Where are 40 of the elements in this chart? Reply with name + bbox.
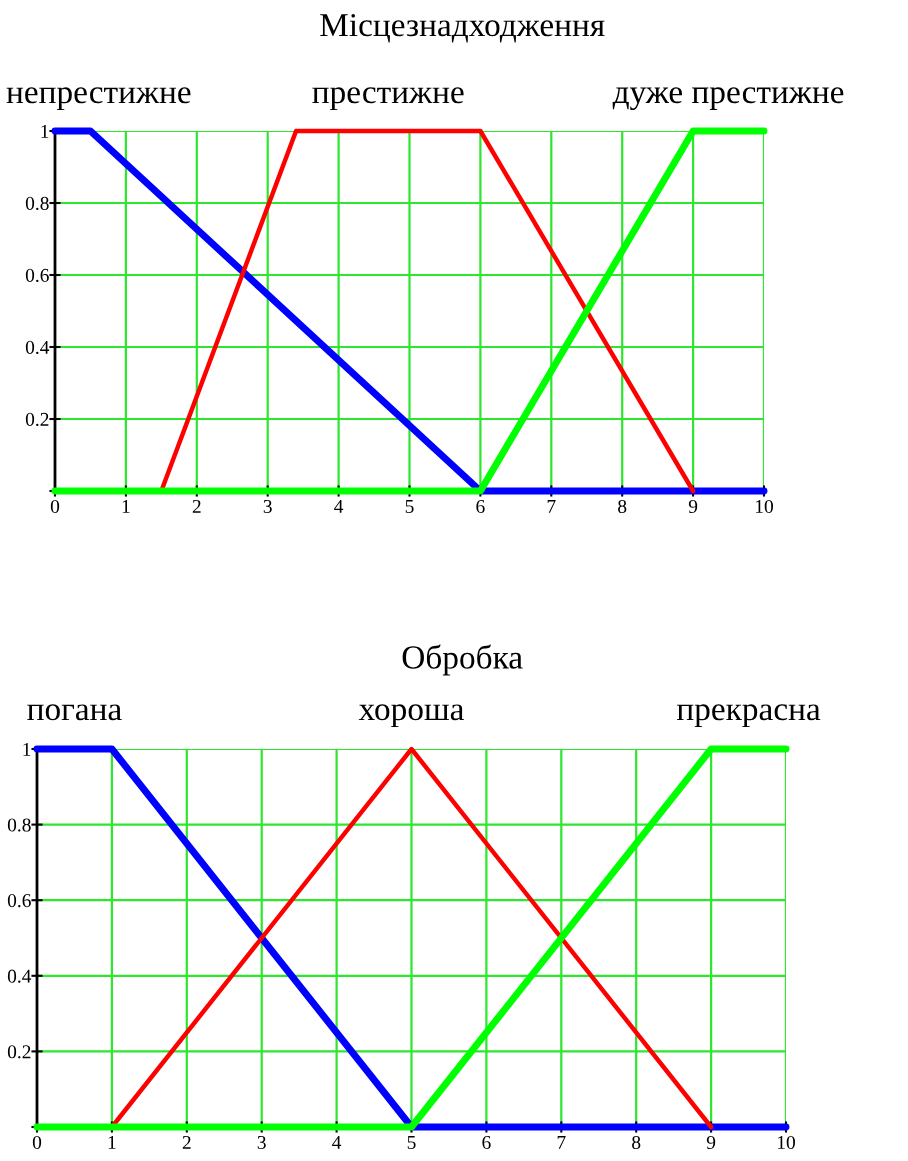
x-tick-label: 3	[257, 1135, 266, 1150]
chart-title: Обробка	[402, 644, 523, 676]
y-tick-label: 0.8	[7, 818, 31, 832]
x-tick-label: 10	[777, 1135, 795, 1150]
x-tick-label: 4	[332, 1136, 342, 1149]
series-label: дуже престижне	[612, 87, 844, 111]
x-tick-label: 2	[182, 1135, 191, 1149]
chart-title: Місцезнадходження	[320, 13, 605, 43]
y-tick-label: 1	[41, 124, 49, 138]
x-tick-label: 10	[755, 499, 773, 514]
x-tick-label: 7	[547, 500, 556, 513]
x-tick-label: 4	[334, 500, 344, 513]
x-tick-label: 3	[263, 499, 272, 514]
series-label: прекрасна	[676, 704, 821, 728]
x-tick-label: 5	[405, 500, 414, 514]
x-tick-label: 6	[482, 1135, 491, 1150]
x-tick-label: 6	[476, 499, 485, 514]
y-tick-label: 0.4	[25, 340, 50, 355]
x-tick-label: 2	[192, 499, 201, 513]
x-tick-label: 1	[122, 499, 130, 513]
x-tick-label: 8	[618, 499, 627, 514]
y-tick-label: 0.2	[7, 1045, 31, 1059]
y-tick-label: 0.8	[25, 196, 49, 211]
y-tick-label: 0.6	[7, 894, 31, 908]
x-tick-label: 9	[706, 1135, 716, 1150]
y-tick-label: 0.2	[25, 412, 49, 427]
y-tick-label: 1	[23, 742, 31, 756]
series-label: хороша	[358, 704, 464, 728]
x-tick-label: 0	[50, 499, 60, 514]
x-tick-label: 1	[108, 1135, 116, 1149]
series-label: непрестижне	[6, 87, 191, 111]
x-tick-label: 9	[688, 499, 698, 514]
x-tick-label: 8	[632, 1135, 641, 1150]
y-tick-label: 0.6	[25, 268, 49, 283]
x-tick-label: 5	[407, 1136, 416, 1150]
x-tick-label: 7	[557, 1136, 566, 1149]
x-tick-label: 0	[32, 1135, 42, 1150]
y-tick-label: 0.4	[7, 969, 32, 983]
series-label: престижне	[312, 87, 464, 111]
series-label: погана	[27, 704, 122, 721]
